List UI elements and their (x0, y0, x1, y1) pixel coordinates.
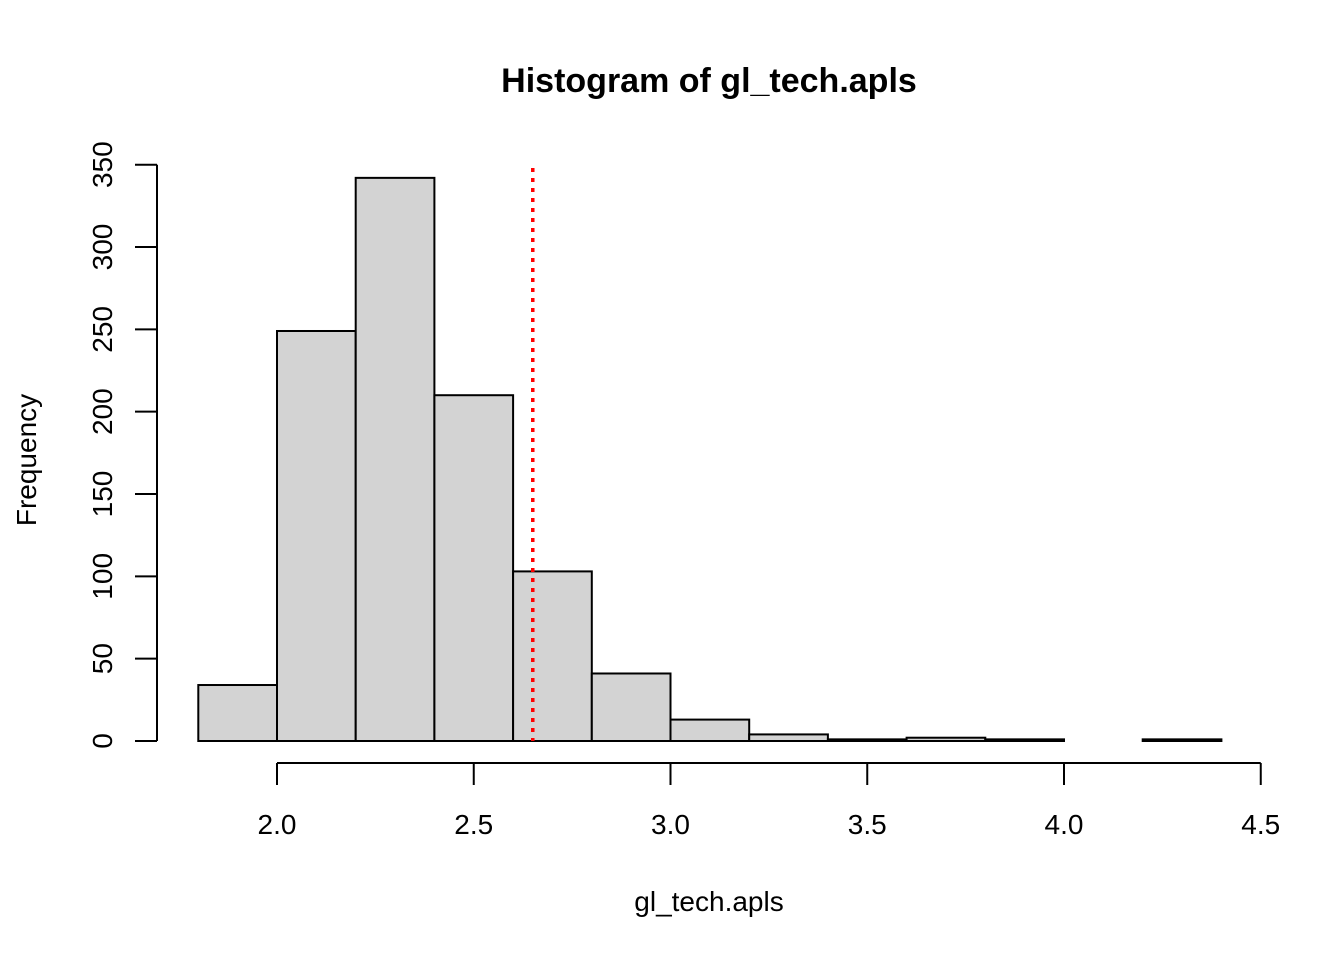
histogram-bar (590, 672, 672, 742)
x-tick-label: 3.0 (651, 809, 690, 840)
y-tick-label: 350 (87, 141, 118, 188)
x-tick-label: 2.5 (454, 809, 493, 840)
histogram-bar (826, 738, 908, 742)
y-tick-label: 0 (87, 733, 118, 749)
histogram-bar (1141, 738, 1223, 742)
histogram-bar (984, 738, 1065, 742)
y-tick-label: 200 (87, 388, 118, 435)
chart-title: Histogram of gl_tech.apls (501, 62, 917, 100)
y-axis-label: Frequency (11, 394, 42, 526)
histogram-bar (354, 176, 436, 742)
x-tick-label: 4.0 (1045, 809, 1084, 840)
x-tick-label: 4.5 (1241, 809, 1280, 840)
histogram-bar (669, 718, 751, 742)
x-tick-label: 2.0 (258, 809, 297, 840)
y-tick-label: 100 (87, 553, 118, 600)
x-axis: 2.0 2.5 3.0 3.5 4.0 4.5 (258, 762, 1280, 840)
x-axis-label: gl_tech.apls (634, 886, 783, 917)
histogram-bar (905, 736, 987, 742)
histogram-bar (433, 394, 515, 742)
y-tick-label: 150 (87, 471, 118, 518)
histogram-bar (276, 329, 357, 742)
x-tick-label: 3.5 (848, 809, 887, 840)
histogram-bar (512, 570, 593, 742)
bars-group (197, 176, 1223, 743)
y-axis: 0 50 100 150 200 250 300 350 (87, 141, 158, 749)
histogram-bar (748, 733, 829, 742)
y-tick-label: 300 (87, 224, 118, 271)
y-tick-label: 250 (87, 306, 118, 353)
y-tick-label: 50 (87, 643, 118, 674)
histogram-bar (197, 684, 278, 743)
